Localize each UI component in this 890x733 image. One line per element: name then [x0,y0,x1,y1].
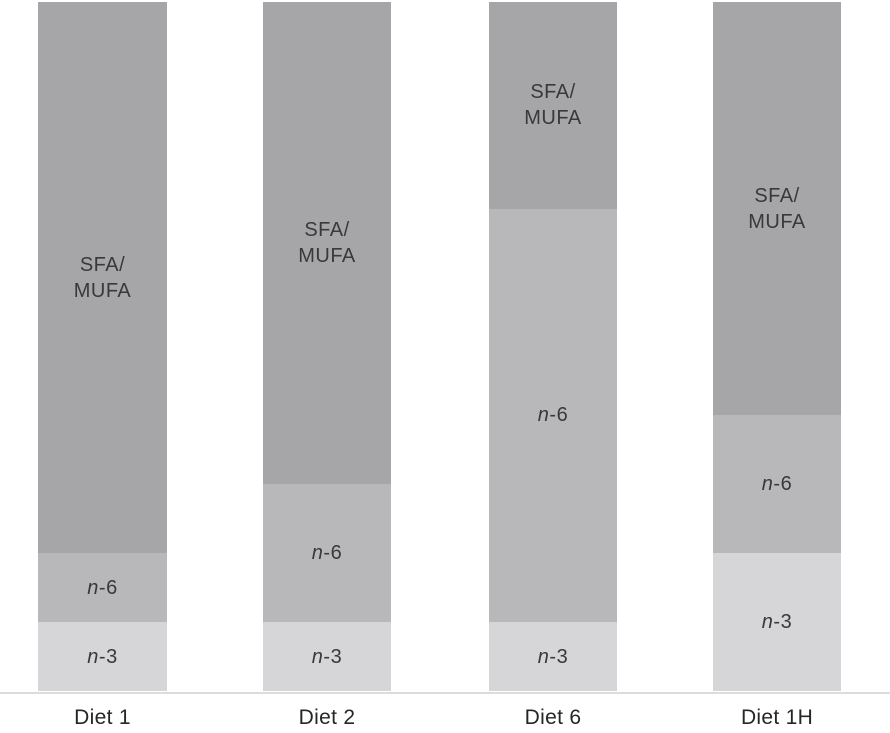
segment-label-n-3: n-3 [311,645,343,668]
segment-label-sfa-mufa: SFA/MUFA [748,184,806,233]
segment-n-6-diet-1: n-6 [38,553,167,623]
segment-n-3-diet-1h: n-3 [713,553,841,691]
segment-sfa-mufa-diet-1: SFA/MUFA [38,2,167,554]
category-label-diet-6: Diet 6 [524,706,582,729]
segment-label-sfa-mufa: SFA/MUFA [524,81,582,130]
segment-sfa-mufa-diet-6: SFA/MUFA [489,2,617,209]
segment-label-n-3: n-3 [761,611,793,634]
plot-area: SFA/MUFA n-6 n-3 SFA/MUFA n-6 n-3 SFA/MUFA n-6 n… [38,2,841,691]
category-label-diet-1: Diet 1 [74,706,131,729]
bar-diet-1h: SFA/MUFA n-6 n-3 [713,2,841,691]
x-axis-line [0,692,890,694]
segment-label-n-6: n-6 [87,576,118,599]
category-label-diet-1h: Diet 1H [740,706,814,729]
segment-label-n-3: n-3 [87,645,118,668]
segment-n-6-diet-2: n-6 [263,484,391,623]
segment-label-n-6: n-6 [761,473,793,496]
segment-label-sfa-mufa: SFA/MUFA [73,253,132,302]
segment-n-3-diet-2: n-3 [263,622,391,691]
segment-n-6-diet-6: n-6 [489,208,617,623]
bar-diet-2: SFA/MUFA n-6 n-3 [263,2,391,691]
category-axis: Diet 1 Diet 2 Diet 6 Diet 1H [0,706,890,733]
segment-sfa-mufa-diet-1h: SFA/MUFA [713,2,841,416]
segment-label-n-3: n-3 [537,645,569,668]
category-label-diet-2: Diet 2 [298,706,356,729]
segment-sfa-mufa-diet-2: SFA/MUFA [263,2,391,485]
segment-label-n-6: n-6 [537,404,569,427]
segment-n-6-diet-1h: n-6 [713,415,841,554]
segment-n-3-diet-6: n-3 [489,622,617,691]
segment-label-n-6: n-6 [311,542,343,565]
bar-diet-6: SFA/MUFA n-6 n-3 [489,2,617,691]
bar-diet-1: SFA/MUFA n-6 n-3 [38,2,167,691]
segment-n-3-diet-1: n-3 [38,622,167,691]
segment-label-sfa-mufa: SFA/MUFA [298,219,356,268]
